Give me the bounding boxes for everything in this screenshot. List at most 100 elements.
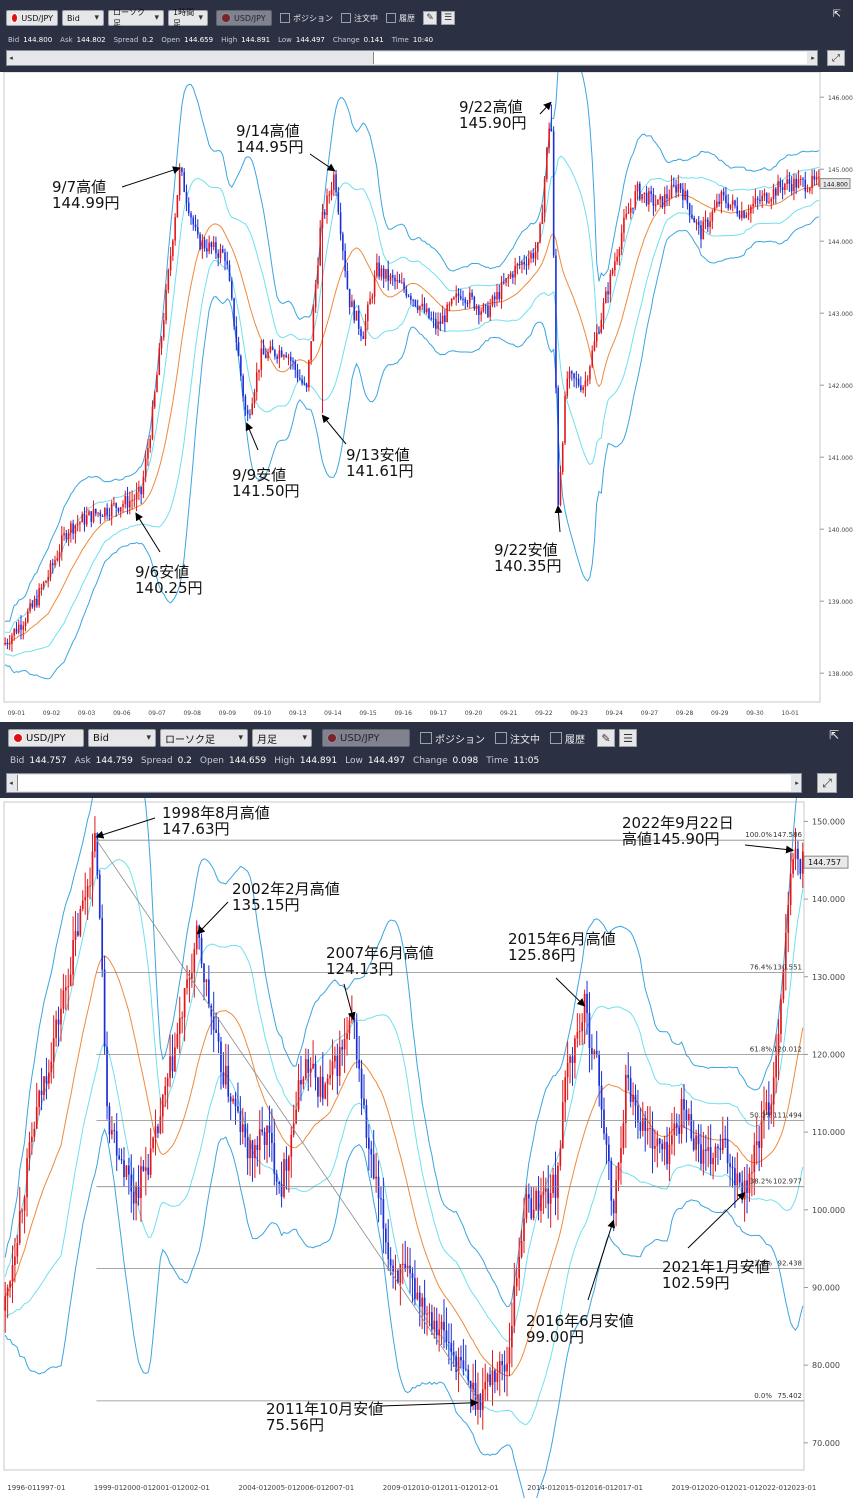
positions-checkbox[interactable]: ポジション <box>280 13 333 24</box>
candle-body <box>176 195 179 218</box>
history-checkbox[interactable]: 履歴 <box>550 731 585 746</box>
history-checkbox[interactable]: 履歴 <box>386 13 415 24</box>
checkbox-box <box>550 732 562 744</box>
zoom-fit-icon[interactable]: ⤢ <box>817 773 837 793</box>
candle-body <box>251 403 253 415</box>
candle-body <box>329 1075 331 1079</box>
candle-body <box>96 832 99 875</box>
spread-value: 0.2 <box>177 756 192 766</box>
bid-label: Bid <box>8 36 20 44</box>
positions-checkbox[interactable]: ポジション <box>420 731 485 746</box>
collapse-arrow-icon[interactable]: ⇱ <box>832 9 841 20</box>
annotation-label: 2002年2月高値 <box>232 880 340 898</box>
settings-panel-icon[interactable]: ☰ <box>619 729 637 747</box>
symbol-selector[interactable]: USD/JPY <box>8 729 84 747</box>
price-type-select[interactable]: Bid ▾ <box>88 729 156 747</box>
chevron-down-icon: ▾ <box>302 733 307 743</box>
annotation-arrow <box>744 844 795 854</box>
nav-right-arrow-icon[interactable]: ▸ <box>811 54 815 62</box>
candle-body <box>174 217 176 241</box>
candle-body <box>501 1361 504 1365</box>
navigator-scrollbar[interactable]: ◂ ▸ <box>6 773 802 793</box>
candle-body <box>323 212 326 216</box>
candle-body <box>249 414 251 416</box>
candle-body <box>242 376 244 397</box>
candle-body <box>153 392 156 407</box>
chart-type-select[interactable]: ローソク足 ▾ <box>160 729 248 747</box>
candle-body <box>611 270 614 274</box>
candle-body <box>161 1094 164 1117</box>
symbol-compare-selector[interactable]: USD/JPY <box>322 729 410 747</box>
candle-body <box>103 969 106 1047</box>
candle-body <box>782 969 785 1000</box>
collapse-arrow-icon[interactable]: ⇱ <box>828 728 839 742</box>
chevron-down-icon: ▾ <box>154 13 159 23</box>
draw-tool-icon[interactable]: ✎ <box>597 729 615 747</box>
candle-body <box>164 1086 167 1095</box>
navigator-thumb[interactable] <box>17 775 791 791</box>
candle-body <box>288 1156 290 1171</box>
chevron-down-icon: ▾ <box>146 733 151 743</box>
candle-body <box>755 1141 758 1145</box>
nav-right-arrow-icon[interactable]: ▸ <box>795 779 799 787</box>
timeframe-select[interactable]: 月足 ▾ <box>252 729 312 747</box>
orders-checkbox[interactable]: 注文中 <box>495 731 540 746</box>
candle-body <box>397 1270 399 1283</box>
candle-body <box>625 213 627 218</box>
candle-body <box>627 212 630 214</box>
x-tick-label: 09-02 <box>43 710 61 717</box>
candle-body <box>126 495 129 508</box>
candle-body <box>375 1176 377 1179</box>
nav-left-arrow-icon[interactable]: ◂ <box>9 54 13 62</box>
candle-body <box>448 1341 450 1343</box>
zoom-fit-icon[interactable]: ⤢ <box>827 50 845 66</box>
candle-body <box>339 212 342 235</box>
candle-body <box>464 298 467 304</box>
candle-body <box>302 1078 305 1085</box>
candle-body <box>210 1005 213 1017</box>
chart-type-select[interactable]: ローソク足 ▾ <box>108 8 164 28</box>
navigator-scrollbar[interactable]: ◂ ▸ <box>6 50 818 66</box>
candle-body <box>505 278 507 283</box>
candle-body <box>63 533 65 536</box>
candle-body <box>675 185 677 193</box>
candle-body <box>258 369 260 373</box>
candle-body <box>679 183 682 189</box>
candle-body <box>479 1394 482 1410</box>
candle-body <box>94 832 96 852</box>
candle-body <box>8 643 11 645</box>
candle-body <box>317 265 319 285</box>
candle-body <box>117 507 120 512</box>
orders-checkbox[interactable]: 注文中 <box>341 13 378 24</box>
candle-body <box>269 346 272 353</box>
candle-body <box>423 303 426 313</box>
candle-body <box>695 1135 697 1150</box>
draw-tool-icon[interactable]: ✎ <box>423 11 437 25</box>
nav-left-arrow-icon[interactable]: ◂ <box>9 779 13 787</box>
candle-body <box>503 282 505 284</box>
candle-body <box>319 1076 322 1097</box>
candle-body <box>342 234 344 251</box>
candle-body <box>645 192 648 205</box>
x-tick-label: 09-06 <box>113 710 131 717</box>
candle-body <box>736 205 739 214</box>
candle-body <box>768 1102 770 1116</box>
x-tick-label: 09-13 <box>289 710 307 717</box>
settings-panel-icon[interactable]: ☰ <box>441 11 455 25</box>
candle-body <box>632 1094 634 1102</box>
candle-body <box>123 1160 125 1178</box>
navigator-thumb[interactable] <box>373 52 807 64</box>
candle-body <box>86 886 89 898</box>
candle-body <box>174 1047 176 1072</box>
price-type-select[interactable]: Bid ▾ <box>62 10 104 26</box>
symbol-selector[interactable]: USD/JPY <box>6 10 58 26</box>
annotation-label: 125.86円 <box>508 946 576 964</box>
candle-body <box>79 522 81 524</box>
candle-body <box>118 1155 120 1160</box>
candle-body <box>768 201 770 203</box>
candle-body <box>714 1146 717 1158</box>
candle-body <box>319 227 321 266</box>
symbol-compare-selector[interactable]: USD/JPY <box>216 10 272 26</box>
timeframe-select[interactable]: 1時間足 ▾ <box>168 8 208 28</box>
bollinger-lower-1sd <box>4 199 820 657</box>
